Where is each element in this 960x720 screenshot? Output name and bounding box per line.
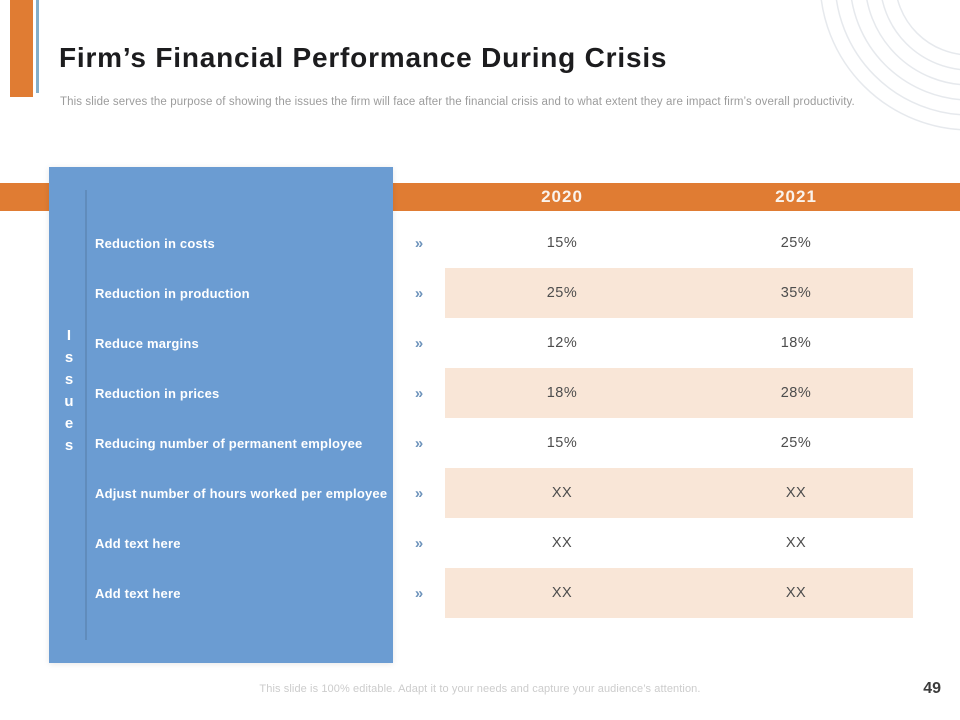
- row-label: Adjust number of hours worked per employ…: [95, 485, 388, 501]
- table-row: Add text here » XX XX: [49, 518, 913, 568]
- row-values: 15% 25%: [445, 218, 913, 268]
- row-label: Reduce margins: [95, 335, 199, 351]
- row-group-letter: u: [64, 393, 74, 410]
- row-label: Reduction in prices: [95, 385, 220, 401]
- row-group-letter: s: [64, 349, 74, 366]
- table-row: Adjust number of hours worked per employ…: [49, 468, 913, 518]
- table-rows: Reduction in costs» 15% 25% Reduction in pr…: [49, 167, 913, 663]
- row-values: 25% 35%: [445, 268, 913, 318]
- chevron-right-icon: »: [414, 384, 424, 402]
- value-cell: XX: [551, 485, 573, 501]
- table-row: Reduction in prices » 18% 28%: [49, 368, 913, 418]
- value-cell: XX: [551, 585, 573, 601]
- slide-subtitle: This slide serves the purpose of showing…: [60, 96, 855, 108]
- row-values: XX XX: [445, 468, 913, 518]
- column-header-2020: 2020: [541, 187, 583, 206]
- row-values: XX XX: [445, 518, 913, 568]
- value-cell: 12%: [546, 335, 578, 351]
- value-cell: 15%: [546, 235, 578, 251]
- value-cell: XX: [785, 535, 807, 551]
- value-cell: XX: [551, 535, 573, 551]
- accent-orange-bar: [10, 0, 33, 97]
- row-values: 18% 28%: [445, 368, 913, 418]
- decorative-rings: [820, 0, 960, 131]
- row-label: Add text here: [95, 585, 181, 601]
- table-row: Reducing number of permanent employee » 15…: [49, 418, 913, 468]
- row-label: Reduction in production: [95, 285, 250, 301]
- page-number: 49: [923, 680, 941, 697]
- chevron-right-icon: »: [414, 234, 424, 252]
- panel-divider: [85, 190, 87, 640]
- value-cell: 28%: [780, 385, 812, 401]
- slide-title: Firm’s Financial Performance During Cris…: [59, 42, 668, 73]
- row-label: Add text here: [95, 535, 181, 551]
- row-values: 12% 18%: [445, 318, 913, 368]
- value-cell: 25%: [780, 235, 812, 251]
- table-row: Add text here » XX XX: [49, 568, 913, 618]
- value-cell: 25%: [780, 435, 812, 451]
- table-row: Reduction in costs » 15% 25%: [49, 218, 913, 268]
- value-cell: XX: [785, 485, 807, 501]
- row-group-letter: s: [64, 371, 74, 388]
- accent-blue-line: [36, 0, 39, 93]
- table-header-row: 2020 2021: [445, 183, 913, 211]
- value-cell: XX: [785, 585, 807, 601]
- value-cell: 18%: [780, 335, 812, 351]
- row-group-letter: I: [66, 327, 72, 344]
- row-values: XX XX: [445, 568, 913, 618]
- column-header-2021: 2021: [775, 187, 817, 206]
- chevron-right-icon: »: [414, 334, 424, 352]
- value-cell: 18%: [546, 385, 578, 401]
- table-row: Reduce margins » 12% 18%: [49, 318, 913, 368]
- value-cell: 35%: [780, 285, 812, 301]
- chevron-right-icon: »: [414, 434, 424, 452]
- row-label: Reducing number of permanent employee: [95, 435, 363, 451]
- footer-note: This slide is 100% editable. Adapt it to…: [259, 683, 701, 695]
- row-group-letter: e: [64, 415, 74, 432]
- row-label: Reduction in costs: [95, 235, 215, 251]
- row-group-letter: s: [64, 437, 74, 454]
- table-row: Reduction in production » 25% 35%: [49, 268, 913, 318]
- chevron-right-icon: »: [414, 584, 424, 602]
- chevron-right-icon: »: [414, 284, 424, 302]
- value-cell: 15%: [546, 435, 578, 451]
- row-values: 15% 25%: [445, 418, 913, 468]
- chevron-right-icon: »: [414, 484, 424, 502]
- chevron-right-icon: »: [414, 534, 424, 552]
- value-cell: 25%: [546, 285, 578, 301]
